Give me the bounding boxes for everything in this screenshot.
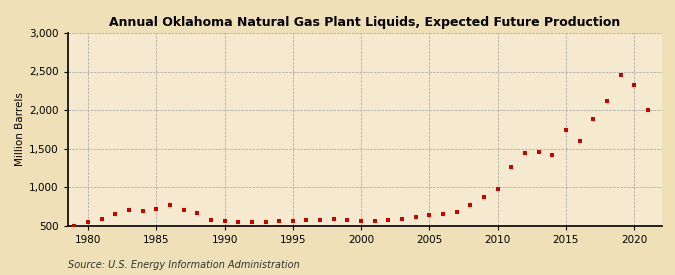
Point	[452, 210, 462, 214]
Point	[328, 216, 339, 221]
Point	[533, 149, 544, 154]
Title: Annual Oklahoma Natural Gas Plant Liquids, Expected Future Production: Annual Oklahoma Natural Gas Plant Liquid…	[109, 16, 620, 29]
Point	[124, 208, 134, 212]
Point	[397, 216, 408, 221]
Point	[342, 218, 353, 222]
Point	[260, 220, 271, 224]
Point	[69, 224, 80, 229]
Text: Source: U.S. Energy Information Administration: Source: U.S. Energy Information Administ…	[68, 260, 299, 270]
Point	[219, 219, 230, 223]
Point	[178, 208, 189, 212]
Point	[165, 203, 176, 208]
Point	[615, 73, 626, 78]
Point	[424, 213, 435, 217]
Point	[110, 212, 121, 216]
Point	[205, 218, 216, 222]
Point	[274, 219, 285, 224]
Point	[629, 83, 640, 87]
Point	[288, 219, 298, 224]
Point	[315, 218, 325, 222]
Point	[369, 219, 380, 223]
Point	[520, 151, 531, 155]
Point	[560, 128, 571, 132]
Point	[97, 216, 107, 221]
Point	[192, 211, 202, 215]
Point	[301, 218, 312, 223]
Point	[437, 212, 448, 216]
Point	[588, 117, 599, 122]
Point	[506, 165, 516, 169]
Point	[643, 108, 653, 112]
Y-axis label: Million Barrels: Million Barrels	[15, 92, 25, 166]
Point	[410, 215, 421, 219]
Point	[479, 195, 489, 199]
Point	[601, 98, 612, 103]
Point	[246, 220, 257, 224]
Point	[383, 218, 394, 222]
Point	[233, 220, 244, 224]
Point	[547, 152, 558, 157]
Point	[151, 206, 161, 211]
Point	[492, 187, 503, 191]
Point	[356, 219, 367, 223]
Point	[574, 139, 585, 143]
Point	[82, 220, 93, 225]
Point	[465, 203, 476, 208]
Point	[137, 209, 148, 213]
